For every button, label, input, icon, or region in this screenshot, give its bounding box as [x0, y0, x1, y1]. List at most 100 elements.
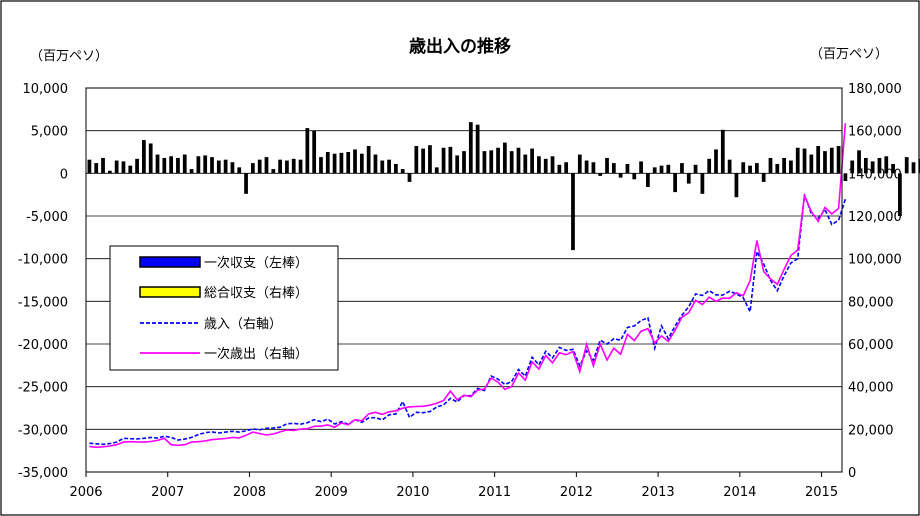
primary-balance-bar — [305, 128, 310, 174]
primary-balance-bar — [162, 157, 167, 174]
primary-balance-bar — [366, 146, 371, 174]
expenditure-line — [89, 123, 847, 449]
legend-label-expenditure: 一次歳出（右軸） — [204, 346, 308, 362]
primary-balance-bar — [189, 169, 194, 174]
legend: 一次収支（左棒） 総合収支（右棒） 歳入（右軸） 一次歳出（右軸） — [109, 245, 339, 371]
primary-balance-bar — [707, 158, 712, 174]
primary-balance-bar — [516, 147, 521, 174]
primary-balance-bar — [448, 146, 453, 174]
primary-balance-bar — [373, 154, 378, 174]
primary-balance-bars — [87, 122, 920, 251]
primary-balance-bar — [94, 163, 99, 174]
right-axis-unit: （百万ペソ） — [810, 47, 888, 62]
primary-balance-bar — [325, 152, 330, 174]
primary-balance-bar — [142, 140, 146, 174]
primary-balance-bar — [693, 164, 698, 174]
x-axis-ticks: 2006 2007 2008 2009 2010 2011 2012 2013 2014 2015 — [69, 472, 838, 500]
primary-balance-bar — [407, 173, 412, 182]
x-tick-label: 2012 — [560, 485, 593, 500]
primary-balance-bar — [537, 156, 541, 174]
primary-balance-bar — [809, 154, 814, 174]
primary-balance-bar — [754, 163, 759, 174]
primary-balance-bar — [829, 147, 834, 174]
primary-balance-bar — [911, 162, 916, 174]
primary-balance-bar — [121, 161, 126, 174]
primary-balance-bar — [530, 148, 534, 174]
primary-balance-bar — [646, 173, 650, 187]
primary-balance-bar — [768, 157, 773, 174]
primary-balance-bar — [816, 146, 821, 174]
primary-balance-bar — [380, 160, 385, 174]
primary-balance-bar — [734, 173, 739, 198]
primary-balance-bar — [761, 173, 766, 182]
primary-balance-bar — [271, 169, 276, 174]
primary-balance-bar — [387, 159, 391, 174]
right-axis-ticks: 180,000 160,000 140,000 120,000 100,000 80,00… — [848, 82, 902, 481]
left-tick-label: 5,000 — [31, 125, 68, 140]
revenue-line — [89, 194, 847, 446]
primary-balance-bar — [632, 173, 637, 180]
x-tick-label: 2006 — [69, 485, 102, 500]
plot-area-frame — [85, 87, 843, 473]
primary-balance-bar — [502, 142, 507, 174]
primary-balance-bar — [543, 158, 548, 174]
primary-balance-bar — [577, 154, 582, 174]
right-tick-label: 0 — [848, 466, 856, 481]
primary-balance-bar — [428, 145, 432, 174]
primary-balance-bar — [237, 167, 242, 174]
primary-balance-bar — [87, 159, 92, 174]
primary-balance-bar — [857, 150, 861, 174]
primary-balance-bar — [257, 159, 262, 174]
primary-balance-bar — [564, 162, 569, 174]
left-tick-label: -10,000 — [18, 253, 68, 268]
primary-balance-bar — [176, 157, 180, 174]
left-axis-unit: （百万ペソ） — [30, 49, 108, 64]
x-tick-label: 2015 — [805, 485, 838, 500]
left-tick-label: -15,000 — [18, 295, 68, 310]
primary-balance-bar — [244, 173, 248, 194]
primary-balance-bar — [884, 156, 889, 174]
primary-balance-bar — [700, 173, 705, 194]
legend-swatch-primary-balance — [139, 256, 201, 268]
primary-balance-bar — [850, 160, 855, 174]
primary-balance-bar — [823, 151, 827, 174]
primary-balance-bar — [496, 147, 500, 174]
primary-balance-bar — [264, 157, 269, 174]
primary-balance-bar — [359, 153, 364, 174]
right-tick-label: 60,000 — [848, 338, 894, 353]
primary-balance-bar — [196, 156, 201, 174]
primary-balance-bar — [210, 157, 214, 174]
right-tick-label: 20,000 — [848, 423, 894, 438]
x-tick-label: 2007 — [151, 485, 184, 500]
primary-balance-bar — [462, 151, 466, 174]
x-tick-label: 2010 — [396, 485, 429, 500]
primary-balance-bar — [434, 167, 439, 174]
primary-balance-bar — [904, 157, 909, 174]
right-tick-label: 180,000 — [848, 82, 902, 97]
primary-balance-bar — [584, 160, 589, 174]
primary-balance-bar — [639, 161, 643, 174]
primary-balance-bar — [591, 162, 596, 174]
primary-balance-bar — [455, 155, 460, 174]
primary-balance-bar — [203, 155, 208, 174]
right-tick-label: 160,000 — [848, 125, 902, 140]
left-tick-label: 10,000 — [23, 82, 69, 97]
left-tick-label: -20,000 — [18, 338, 68, 353]
primary-balance-bar — [714, 149, 718, 174]
chart-title: 歳出入の推移 — [409, 36, 511, 57]
right-tick-label: 140,000 — [848, 167, 902, 182]
left-tick-label: -35,000 — [18, 466, 68, 481]
primary-balance-bar — [870, 161, 875, 174]
primary-balance-bar — [169, 156, 174, 174]
left-tick-label: -25,000 — [18, 381, 68, 396]
right-tick-label: 40,000 — [848, 381, 894, 396]
primary-balance-bar — [394, 163, 398, 174]
primary-balance-bar — [278, 159, 282, 174]
primary-balance-bar — [128, 165, 133, 174]
left-tick-label: -30,000 — [18, 423, 68, 438]
primary-balance-bar — [482, 151, 487, 174]
left-tick-label: -5,000 — [26, 210, 68, 225]
primary-balance-bar — [223, 159, 228, 174]
